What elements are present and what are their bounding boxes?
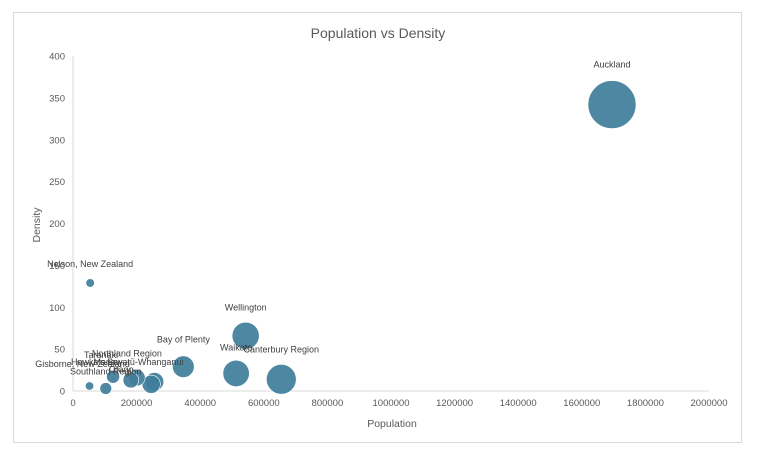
chart-title: Population vs Density [311, 25, 446, 41]
y-tick-label: 300 [49, 135, 65, 146]
data-label: Otago [109, 364, 134, 374]
x-tick-label: 600000 [248, 398, 280, 409]
bubble-point [106, 369, 120, 384]
y-tick-label: 400 [49, 52, 65, 63]
chart-frame: Population vs Density Population Density… [13, 12, 742, 443]
y-tick-label: 200 [49, 219, 65, 230]
data-label: Southland Region [70, 366, 142, 376]
y-axis-title: Density [31, 207, 43, 243]
x-tick-label: 200000 [121, 398, 153, 409]
data-label: Canterbury Region [244, 344, 320, 354]
bubble-point [587, 80, 637, 129]
data-label: Manawatū-Whanganui [93, 357, 183, 367]
bubble-point [99, 382, 112, 395]
x-tick-label: 800000 [312, 398, 344, 409]
y-tick-label: 50 [54, 345, 65, 356]
scatter-chart: Population vs Density Population Density… [31, 25, 727, 430]
data-label: Auckland [593, 60, 630, 70]
bubble-point [172, 355, 195, 378]
data-label: Taranaki [84, 350, 118, 360]
x-tick-label: 0 [70, 398, 75, 409]
bubble-series [85, 80, 637, 395]
x-tick-label: 1000000 [373, 398, 410, 409]
data-label: Hawke's Bay [71, 357, 123, 367]
y-tick-label: 0 [60, 387, 65, 398]
x-tick-label: 1600000 [563, 398, 600, 409]
data-label: Gisborne, New Zealand [35, 359, 130, 369]
y-tick-label: 350 [49, 93, 65, 104]
x-tick-label: 2000000 [691, 398, 728, 409]
bubble-point [85, 381, 95, 391]
bubble-point [222, 359, 250, 387]
bubble-point [231, 321, 260, 350]
data-label: Nelson, New Zealand [47, 259, 133, 269]
y-tick-label: 150 [49, 261, 65, 272]
data-label: Northland Region [92, 349, 162, 359]
x-axis-title: Population [367, 418, 417, 430]
bubble-point [266, 364, 297, 395]
x-tick-label: 400000 [184, 398, 216, 409]
bubble-point [85, 278, 95, 288]
data-label: Bay of Plenty [157, 335, 211, 345]
x-tick-label: 1800000 [627, 398, 664, 409]
y-tick-label: 250 [49, 177, 65, 188]
axes: 0 200000 400000 600000 800000 1000000 1200000 1… [49, 52, 727, 410]
data-labels: Auckland Nelson, New Zealand Wellington Bay… [35, 60, 630, 377]
data-label: Waikato [220, 342, 252, 352]
x-tick-label: 1200000 [436, 398, 473, 409]
x-tick-label: 1400000 [500, 398, 537, 409]
y-tick-label: 100 [49, 303, 65, 314]
data-label: Wellington [225, 303, 267, 313]
bubble-point [122, 371, 140, 389]
